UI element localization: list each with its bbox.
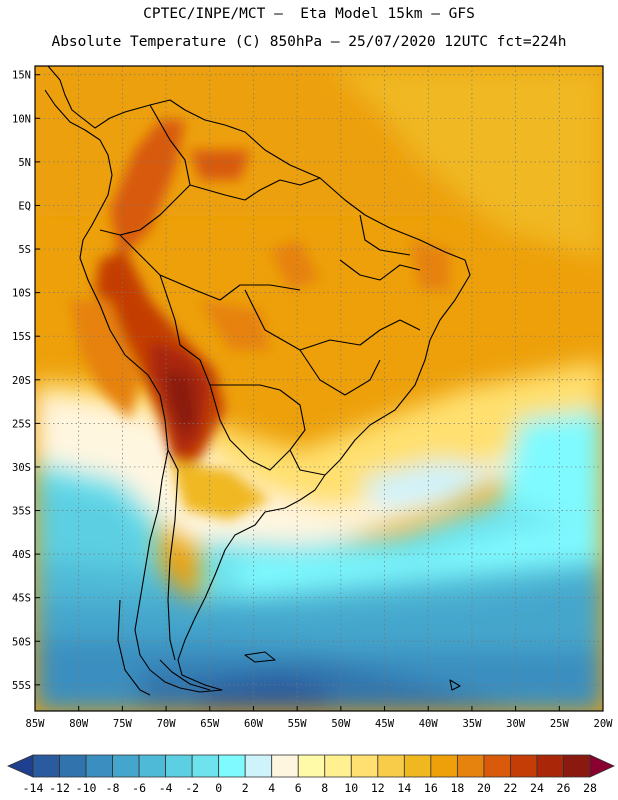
lon-tick-label: 50W [331, 718, 351, 730]
temperature-field [35, 66, 603, 711]
colorbar-swatch [430, 754, 458, 778]
lat-tick-label: 20S [12, 375, 31, 387]
colorbar-swatch [85, 754, 113, 778]
colorbar-label: 10 [344, 781, 358, 795]
lat-tick-label: 15N [12, 70, 31, 82]
colorbar-swatch [59, 754, 87, 778]
lon-tick-label: 85W [26, 718, 46, 730]
colorbar-swatch [377, 754, 405, 778]
lon-tick-label: 60W [244, 718, 264, 730]
lat-tick-label: 45S [12, 593, 31, 605]
colorbar-label: 2 [242, 781, 249, 795]
colorbar-label: -12 [49, 781, 70, 795]
lon-tick-label: 40W [419, 718, 439, 730]
lat-tick-label: 35S [12, 506, 31, 518]
map-title: CPTEC/INPE/MCT – Eta Model 15km – GFS [143, 6, 475, 22]
colorbar-label: -10 [76, 781, 97, 795]
map-subtitle: Absolute Temperature (C) 850hPa – 25/07/… [51, 34, 567, 50]
lon-tick-label: 30W [506, 718, 526, 730]
lat-tick-label: 15S [12, 331, 31, 343]
colorbar-swatch [138, 754, 167, 778]
lon-tick-label: 25W [550, 718, 570, 730]
colorbar [7, 754, 615, 778]
colorbar-label: -2 [185, 781, 199, 795]
colorbar-label: 8 [321, 781, 328, 795]
latitude-labels: 15N 10N 5N EQ 5S 10S 15S 20S 25S 30S 35S 40S 45S 50S 5… [12, 70, 40, 692]
colorbar-label: -14 [23, 781, 44, 795]
colorbar-label: 14 [397, 781, 411, 795]
colorbar-label: 28 [583, 781, 597, 795]
lon-tick-label: 35W [462, 718, 482, 730]
lon-tick-label: 45W [375, 718, 395, 730]
lat-tick-label: 55S [12, 680, 31, 692]
lon-tick-label: 55W [288, 718, 308, 730]
colorbar-swatch [483, 754, 511, 778]
lat-tick-label: 30S [12, 462, 31, 474]
colorbar-label: 24 [530, 781, 544, 795]
colorbar-swatch [297, 754, 326, 778]
colorbar-swatch [165, 754, 193, 778]
colorbar-label: -6 [132, 781, 146, 795]
colorbar-swatch [191, 754, 220, 778]
lon-tick-label: 65W [200, 718, 220, 730]
colorbar-upper-arrow [589, 754, 615, 778]
coastline [44, 66, 471, 696]
longitude-labels: 85W 80W 75W 70W 65W 60W 55W 50W 45W 40W 35W 30W 25W 2… [26, 706, 614, 730]
colorbar-label: 26 [557, 781, 571, 795]
colorbar-swatch [32, 754, 60, 778]
colorbar-swatch [563, 754, 591, 778]
colorbar-swatch [112, 754, 140, 778]
colorbar-swatch [324, 754, 352, 778]
colorbar-swatch [536, 754, 564, 778]
colorbar-label: 20 [477, 781, 491, 795]
colorbar-swatch [271, 754, 299, 778]
lon-tick-label: 20W [594, 718, 614, 730]
colorbar-label: 4 [268, 781, 275, 795]
lon-tick-label: 75W [113, 718, 133, 730]
colorbar-label: 0 [215, 781, 222, 795]
colorbar-label: 18 [450, 781, 464, 795]
lon-tick-label: 80W [69, 718, 89, 730]
map-grid [35, 66, 603, 711]
lon-tick-label: 70W [157, 718, 177, 730]
lat-tick-label: 5N [18, 157, 31, 169]
colorbar-labels: -14 -12 -10 -8 -6 -4 -2 0 2 4 6 8 10 12 14 16 18 20 22 24 26… [23, 781, 597, 795]
colorbar-swatch [244, 754, 273, 778]
colorbar-label: 22 [503, 781, 517, 795]
colorbar-swatch [218, 754, 246, 778]
lat-tick-label: 10N [12, 113, 31, 125]
colorbar-label: 6 [295, 781, 302, 795]
colorbar-swatch [350, 754, 379, 778]
lat-tick-label: EQ [18, 200, 31, 212]
lat-tick-label: 25S [12, 418, 31, 430]
colorbar-swatch [510, 754, 538, 778]
map-frame [34, 65, 604, 712]
colorbar-label: 16 [424, 781, 438, 795]
colorbar-lower-arrow [7, 754, 34, 778]
colorbar-swatch [456, 754, 485, 778]
lat-tick-label: 10S [12, 288, 31, 300]
lat-tick-label: 5S [18, 244, 31, 256]
lat-tick-label: 40S [12, 549, 31, 561]
colorbar-label: -4 [159, 781, 173, 795]
colorbar-swatch [403, 754, 432, 778]
lat-tick-label: 50S [12, 636, 31, 648]
colorbar-label: -8 [106, 781, 120, 795]
colorbar-label: 12 [371, 781, 385, 795]
